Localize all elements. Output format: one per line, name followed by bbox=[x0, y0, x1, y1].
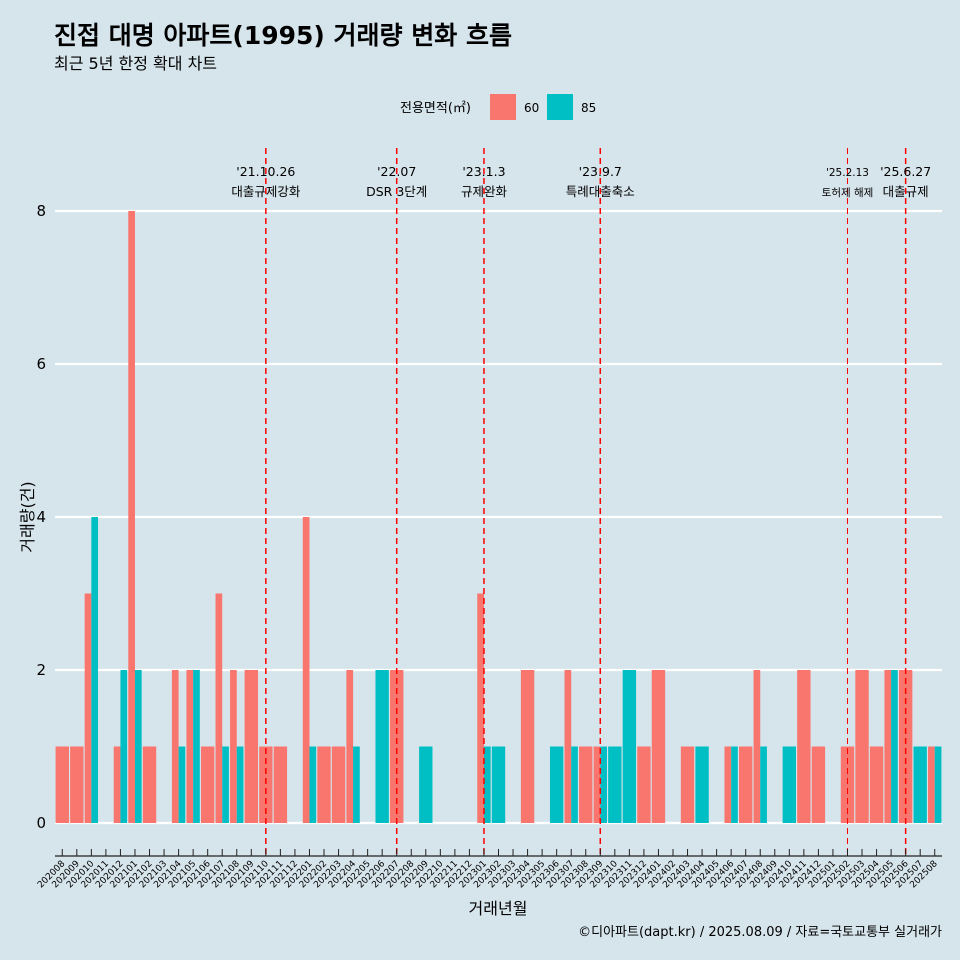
bar-85 bbox=[549, 746, 564, 823]
bar-60 bbox=[680, 746, 695, 823]
event-date: '25.6.27 bbox=[880, 164, 931, 179]
y-axis-label: 거래량(건) bbox=[18, 481, 37, 552]
bar-60 bbox=[869, 746, 884, 823]
x-axis-label: 거래년월 bbox=[469, 899, 528, 918]
bar-85 bbox=[193, 670, 200, 823]
y-tick-label: 6 bbox=[36, 355, 46, 373]
bar-60 bbox=[855, 670, 869, 823]
legend-swatch-60 bbox=[490, 94, 516, 120]
bar-60 bbox=[84, 593, 92, 823]
bar-85 bbox=[222, 746, 229, 823]
bar-60 bbox=[928, 746, 935, 823]
bar-85 bbox=[134, 670, 142, 823]
event-label: DSR 3단계 bbox=[366, 184, 427, 199]
bar-60 bbox=[273, 746, 288, 823]
bar-60 bbox=[142, 746, 157, 823]
bar-85 bbox=[760, 746, 767, 823]
bar-60 bbox=[302, 517, 310, 823]
bar-60 bbox=[230, 670, 237, 823]
bar-60 bbox=[898, 670, 913, 823]
x-axis: 2020082020092020102020112020122021012021… bbox=[36, 849, 942, 890]
event-label: 토허제 해제 bbox=[822, 186, 874, 199]
bar-85 bbox=[731, 746, 738, 823]
bar-85 bbox=[236, 746, 244, 823]
bar-60 bbox=[186, 670, 194, 823]
bar-60 bbox=[811, 746, 826, 823]
bar-85 bbox=[608, 746, 622, 823]
bar-60 bbox=[739, 746, 753, 823]
y-tick-label: 2 bbox=[36, 661, 46, 679]
bar-85 bbox=[375, 670, 389, 823]
chart-subtitle: 최근 5년 한정 확대 차트 bbox=[54, 54, 217, 73]
bar-85 bbox=[934, 746, 942, 823]
bar-85 bbox=[600, 746, 607, 823]
bar-60 bbox=[317, 746, 331, 823]
event-label: 대출규제 bbox=[883, 184, 929, 199]
bar-85 bbox=[491, 746, 506, 823]
bar-60 bbox=[390, 670, 404, 823]
bar-60 bbox=[259, 746, 273, 823]
y-tick-label: 0 bbox=[36, 814, 46, 832]
chart-title: 진접 대명 아파트(1995) 거래량 변화 흐름 bbox=[54, 21, 512, 50]
bar-60 bbox=[520, 670, 535, 823]
legend-title: 전용면적(㎡) bbox=[400, 101, 471, 116]
legend-swatch-85 bbox=[547, 94, 573, 120]
bar-60 bbox=[724, 746, 732, 823]
bar-60 bbox=[244, 670, 258, 823]
bar-60 bbox=[753, 670, 761, 823]
event-date: '23.9.7 bbox=[579, 164, 622, 179]
bar-60 bbox=[346, 670, 354, 823]
bar-85 bbox=[571, 746, 578, 823]
bar-60 bbox=[477, 593, 484, 823]
bar-60 bbox=[797, 670, 811, 823]
bar-85 bbox=[353, 746, 360, 823]
bar-85 bbox=[91, 517, 99, 823]
bar-60 bbox=[593, 746, 601, 823]
bar-60 bbox=[564, 670, 572, 823]
event-date: '21.10.26 bbox=[236, 164, 295, 179]
bar-60 bbox=[651, 670, 666, 823]
bar-60 bbox=[113, 746, 121, 823]
y-tick-labels: 0 2 4 6 8 bbox=[36, 202, 46, 832]
bar-60 bbox=[128, 211, 135, 823]
y-tick-label: 4 bbox=[36, 508, 46, 526]
bar-60 bbox=[579, 746, 593, 823]
bar-60 bbox=[637, 746, 651, 823]
bar-85 bbox=[178, 746, 186, 823]
legend: 전용면적(㎡) 60 85 bbox=[400, 94, 596, 120]
legend-label-85: 85 bbox=[581, 101, 596, 115]
bar-60 bbox=[884, 670, 892, 823]
bar-85 bbox=[120, 670, 128, 823]
event-label: 대출규제강화 bbox=[231, 184, 301, 199]
bar-60 bbox=[171, 670, 179, 823]
bar-60 bbox=[331, 746, 346, 823]
event-date: '23.1.3 bbox=[462, 164, 505, 179]
bar-85 bbox=[891, 670, 898, 823]
bars bbox=[55, 211, 942, 823]
bar-85 bbox=[622, 670, 637, 823]
bar-85 bbox=[419, 746, 433, 823]
bar-85 bbox=[483, 746, 491, 823]
event-markers: '21.10.26 대출규제강화 '22.07 DSR 3단계 '23.1.3 규제완화 '… bbox=[231, 148, 931, 856]
bar-60 bbox=[215, 593, 223, 823]
bar-60 bbox=[200, 746, 215, 823]
event-label: 특례대출축소 bbox=[566, 184, 635, 199]
event-date: '22.07 bbox=[377, 164, 416, 179]
bar-85 bbox=[309, 746, 317, 823]
event-label: 규제완화 bbox=[461, 184, 508, 199]
bar-85 bbox=[695, 746, 709, 823]
bar-85 bbox=[782, 746, 797, 823]
bar-85 bbox=[913, 746, 927, 823]
bar-60 bbox=[55, 746, 69, 823]
caption: ©디아파트(dapt.kr) / 2025.08.09 / 자료=국토교통부 실… bbox=[578, 925, 942, 940]
y-tick-label: 8 bbox=[36, 202, 46, 220]
event-date: '25.2.13 bbox=[826, 167, 869, 179]
bar-60 bbox=[840, 746, 855, 823]
bar-60 bbox=[70, 746, 84, 823]
legend-label-60: 60 bbox=[524, 101, 539, 115]
